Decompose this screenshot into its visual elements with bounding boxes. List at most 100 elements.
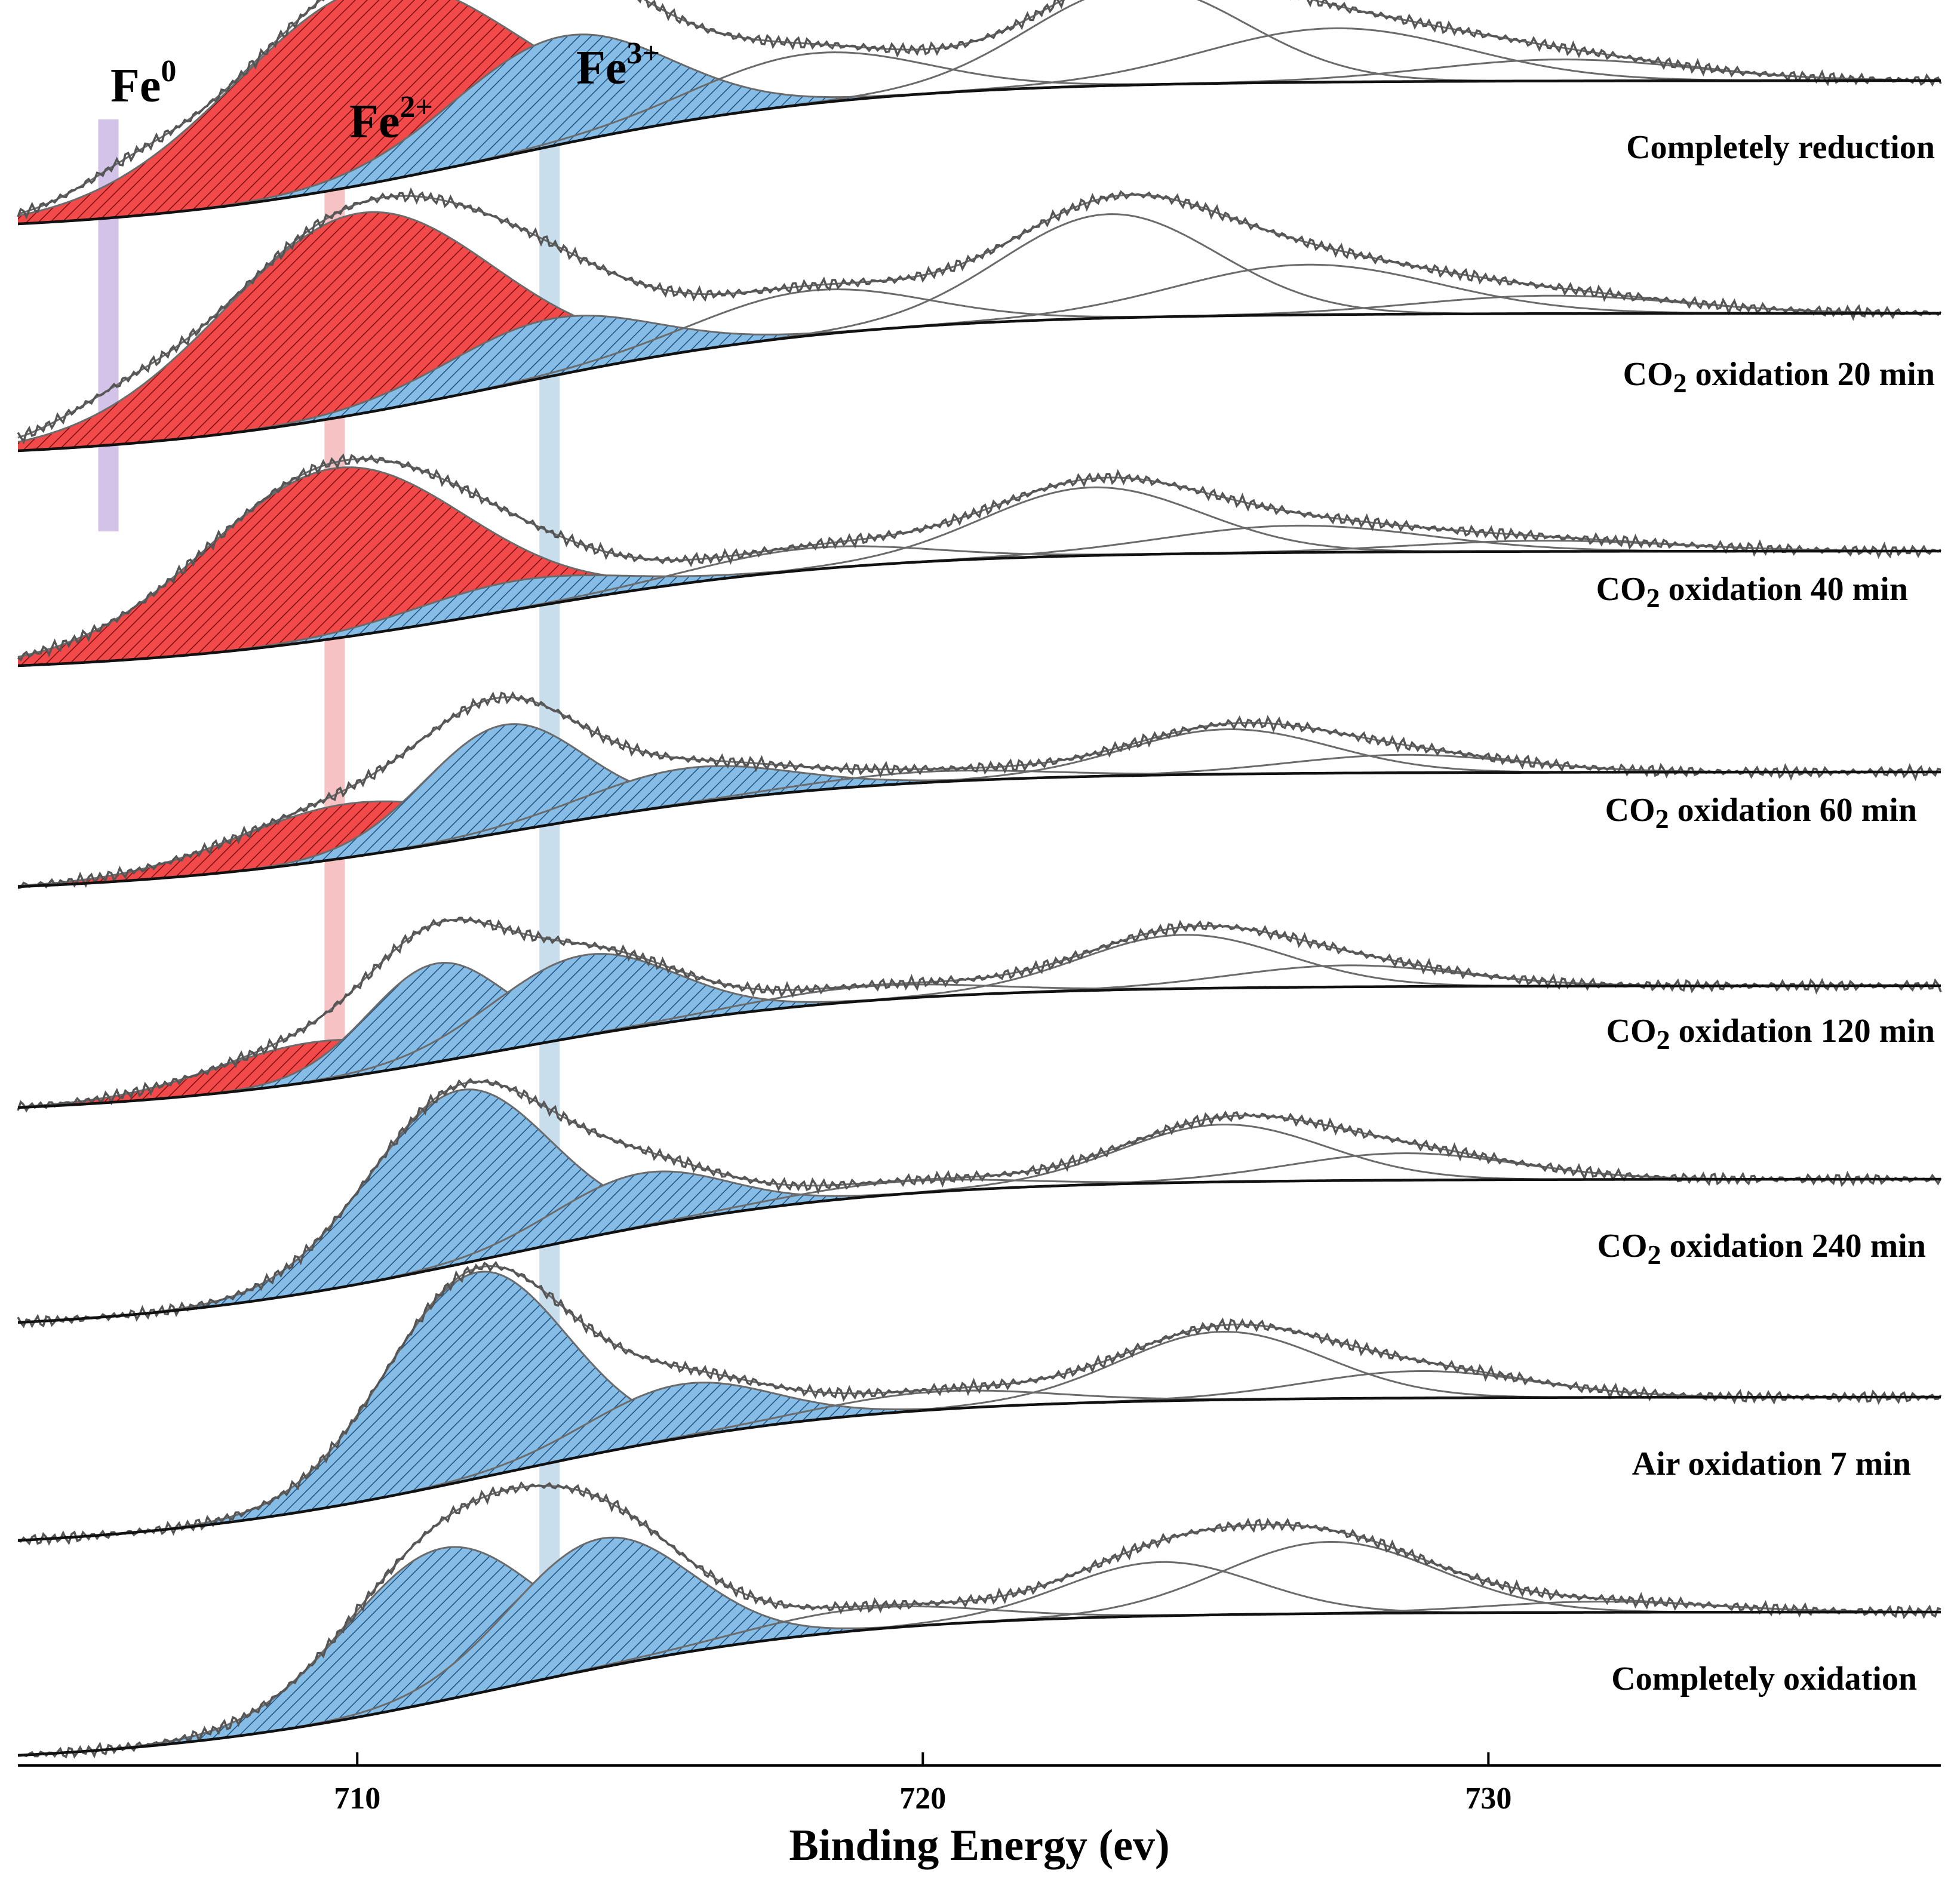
spectrum-label: Completely oxidation bbox=[1611, 1660, 1917, 1697]
spectrum-5: CO2 oxidation 120 min bbox=[17, 916, 1942, 1113]
raw-spectrum-line bbox=[17, 916, 1942, 1113]
component-fe3plus-line bbox=[159, 564, 870, 659]
spectrum-label-tail: oxidation 60 min bbox=[1669, 792, 1917, 829]
spectrum-label-subscript: 2 bbox=[1648, 1239, 1661, 1270]
spectrum-label-subscript: 2 bbox=[1673, 368, 1687, 398]
component-fe3plus-line bbox=[283, 1536, 917, 1730]
raw-spectrum-line bbox=[17, 1481, 1941, 1759]
component-satellite-line bbox=[824, 1561, 1497, 1635]
annotation-fe-3plus: Fe3+ bbox=[576, 36, 660, 94]
x-tick-label: 720 bbox=[899, 1782, 946, 1816]
spectrum-label-tail: oxidation 40 min bbox=[1660, 571, 1908, 608]
component-fe3plus-line bbox=[362, 1382, 997, 1502]
raw-spectrum-line bbox=[17, 187, 1942, 445]
component-fe3plus-fill bbox=[199, 962, 674, 1096]
spectrum-label: CO2 oxidation 60 min bbox=[1605, 792, 1917, 834]
spectrum-label-main: Completely reduction bbox=[1626, 129, 1935, 166]
raw-spectrum-line bbox=[17, 691, 1941, 890]
spectrum-label-main: CO bbox=[1597, 1228, 1648, 1265]
x-axis-label: Binding Energy (ev) bbox=[789, 1821, 1169, 1870]
component-fe3plus-line bbox=[328, 765, 1039, 861]
component-satellite-line bbox=[866, 1331, 1577, 1416]
spectrum-3: CO2 oxidation 40 min bbox=[17, 453, 1942, 668]
spectrum-label-main: CO bbox=[1623, 356, 1673, 393]
x-tick-label: 730 bbox=[1465, 1782, 1511, 1816]
component-fe3plus-fill bbox=[362, 1382, 997, 1502]
component-satellite-line bbox=[829, 934, 1540, 1005]
background-line bbox=[17, 1610, 1941, 1757]
spectrum-6: CO2 oxidation 240 min bbox=[17, 1078, 1942, 1328]
background-line bbox=[17, 984, 1941, 1109]
component-fe2plus-fill bbox=[18, 212, 832, 451]
component-satellite-line bbox=[413, 51, 1206, 176]
background-line bbox=[17, 312, 1941, 453]
component-fe3plus-fill bbox=[343, 1171, 937, 1287]
component-fe3plus-fill bbox=[328, 766, 1039, 860]
component-fe3plus-line bbox=[266, 953, 901, 1089]
raw-spectrum-line bbox=[17, 453, 1942, 662]
spectrum-4: CO2 oxidation 60 min bbox=[17, 691, 1941, 890]
spectrum-label-main: Completely oxidation bbox=[1611, 1660, 1917, 1697]
component-satellite-line bbox=[470, 1605, 1262, 1696]
spectrum-label: CO2 oxidation 20 min bbox=[1623, 356, 1935, 398]
component-fe2plus-fill bbox=[18, 467, 790, 666]
background-line bbox=[17, 79, 1941, 226]
spectrum-label: CO2 oxidation 40 min bbox=[1596, 571, 1908, 613]
spectrum-7: Air oxidation 7 min bbox=[17, 1260, 1942, 1546]
spectrum-8: Completely oxidation bbox=[17, 1481, 1941, 1759]
spectrum-label-main: CO bbox=[1606, 1013, 1657, 1050]
component-fe3plus-fill bbox=[159, 565, 870, 658]
spectrum-1: Completely reduction bbox=[17, 0, 1942, 226]
component-fe3plus-fill bbox=[266, 953, 901, 1088]
x-axis: Binding Energy (ev) 710 720 730 bbox=[18, 1752, 1941, 1870]
spectrum-label-main: Air oxidation 7 min bbox=[1632, 1445, 1911, 1482]
background-line bbox=[17, 770, 1941, 888]
annotation-superscript: 0 bbox=[161, 54, 176, 88]
spectrum-label: CO2 oxidation 120 min bbox=[1606, 1013, 1935, 1055]
raw-spectrum-line bbox=[17, 1078, 1942, 1328]
component-satellite-line bbox=[852, 263, 1760, 333]
spectrum-label-subscript: 2 bbox=[1655, 804, 1669, 834]
component-fe3plus-fill bbox=[142, 1089, 776, 1314]
background-line bbox=[17, 549, 1941, 668]
annotation-superscript: 3+ bbox=[626, 36, 660, 70]
spectrum-label: Completely reduction bbox=[1626, 129, 1935, 166]
component-satellite-line bbox=[866, 1124, 1577, 1198]
spectrum-label-main: CO bbox=[1605, 792, 1655, 829]
background-line bbox=[17, 1395, 1941, 1542]
component-satellite-line bbox=[733, 213, 1483, 346]
component-fe3plus-fill bbox=[227, 724, 782, 872]
spectrum-2: CO2 oxidation 20 min bbox=[17, 187, 1942, 453]
spectrum-label-main: CO bbox=[1596, 571, 1646, 608]
component-satellite-line bbox=[413, 545, 1206, 628]
spectrum-label-tail: oxidation 240 min bbox=[1661, 1228, 1926, 1265]
x-tick-label: 710 bbox=[334, 1782, 380, 1816]
annotation-main: Fe bbox=[349, 96, 400, 148]
component-fe3plus-line bbox=[193, 315, 904, 438]
annotation-superscript: 2+ bbox=[400, 90, 433, 124]
spectrum-label-tail: oxidation 120 min bbox=[1670, 1013, 1935, 1050]
raw-spectrum-line bbox=[17, 0, 1942, 220]
annotation-fe-2plus: Fe2+ bbox=[349, 90, 433, 148]
spectrum-label-subscript: 2 bbox=[1657, 1025, 1670, 1055]
annotation-main: Fe bbox=[576, 42, 626, 94]
annotation-fe-0: Fe0 bbox=[110, 54, 176, 112]
component-fe3plus-fill bbox=[284, 1537, 917, 1730]
component-satellite-line bbox=[957, 1541, 1706, 1625]
background-line bbox=[17, 1177, 1941, 1324]
spectrum-label-tail: oxidation 20 min bbox=[1687, 356, 1935, 393]
component-satellite-line bbox=[761, 0, 1511, 110]
annotation-main: Fe bbox=[110, 60, 161, 112]
spectrum-label-subscript: 2 bbox=[1646, 583, 1660, 613]
spectrum-label: CO2 oxidation 240 min bbox=[1597, 1228, 1926, 1270]
component-satellite-line bbox=[843, 524, 1752, 568]
component-satellite-line bbox=[880, 27, 1789, 98]
component-satellite-line bbox=[716, 486, 1469, 580]
component-fe3plus-line bbox=[185, 33, 938, 212]
raw-spectrum-line bbox=[17, 1260, 1942, 1546]
component-fe3plus-line bbox=[343, 1170, 938, 1288]
spectrum-label: Air oxidation 7 min bbox=[1632, 1445, 1911, 1482]
